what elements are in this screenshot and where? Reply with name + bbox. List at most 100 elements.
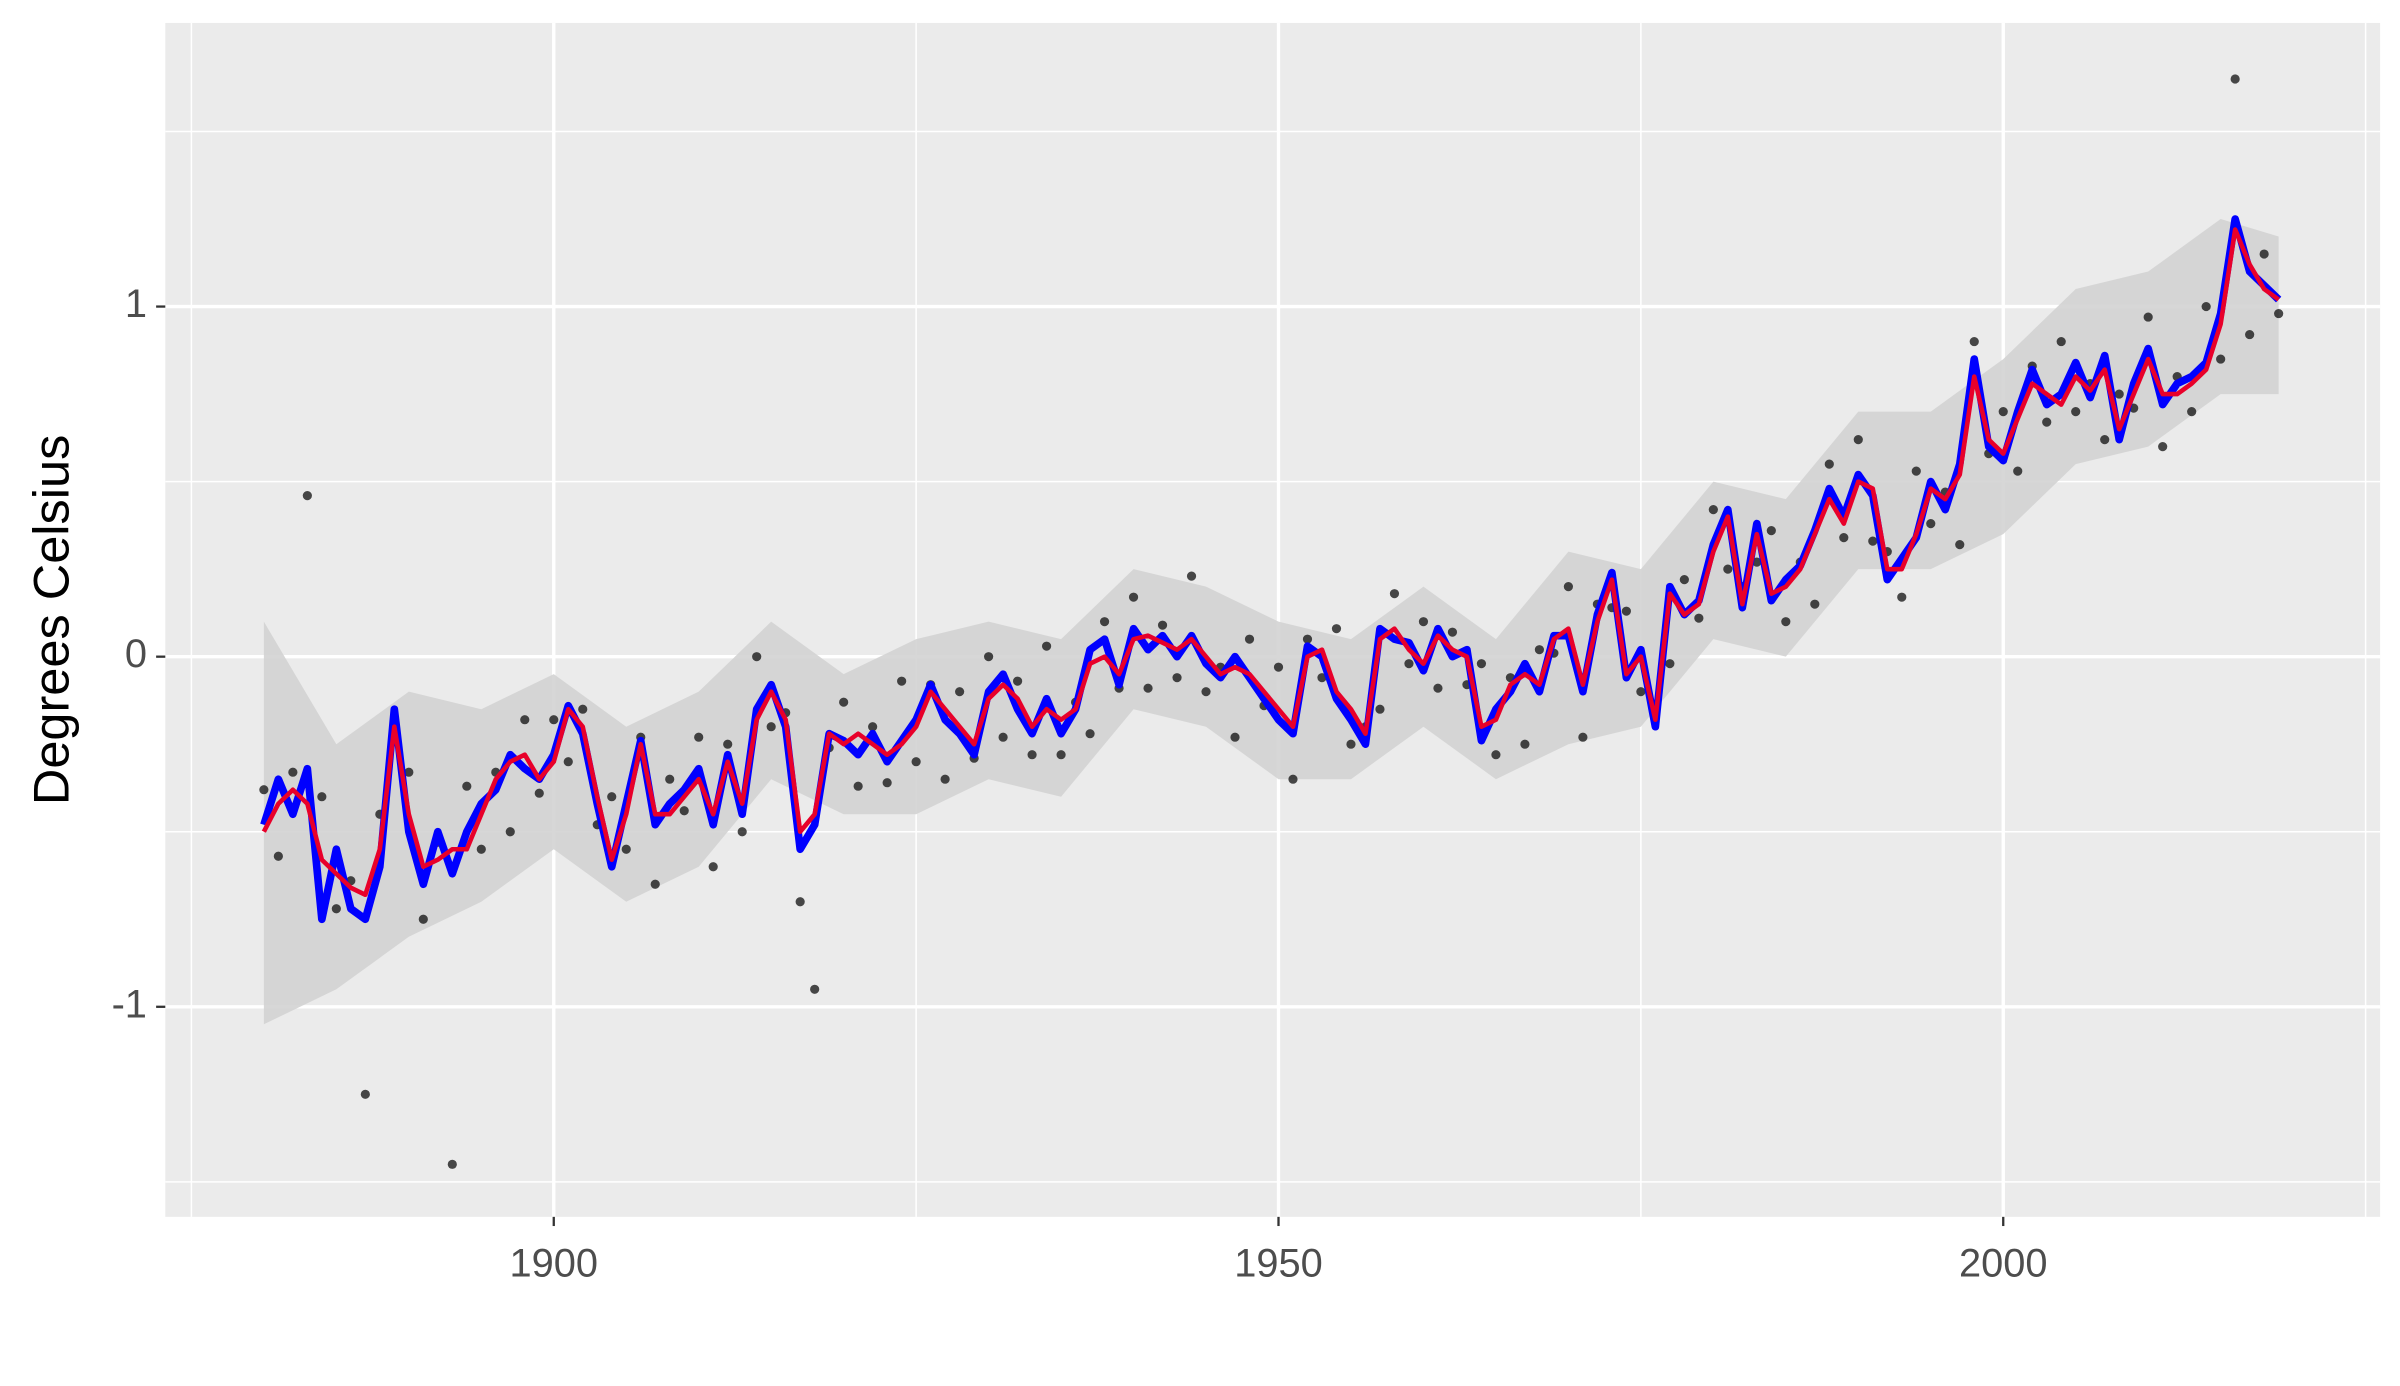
data-point <box>1056 750 1066 760</box>
data-point <box>404 767 414 777</box>
data-point <box>882 778 892 788</box>
data-point <box>665 774 675 784</box>
data-point <box>1897 592 1907 602</box>
data-point <box>563 757 573 767</box>
data-point <box>331 904 341 914</box>
data-point <box>302 491 312 501</box>
data-point <box>1418 617 1429 627</box>
data-point <box>1578 732 1588 742</box>
data-point <box>1172 673 1182 683</box>
data-point <box>1781 617 1791 627</box>
data-point <box>2187 407 2197 417</box>
data-point <box>1636 687 1646 697</box>
data-point <box>1157 620 1168 630</box>
data-point <box>998 732 1008 742</box>
data-point <box>1404 659 1414 669</box>
data-point <box>940 774 950 784</box>
data-point <box>1099 617 1110 627</box>
data-point <box>911 757 921 767</box>
data-point <box>1143 683 1153 693</box>
data-point <box>694 732 704 742</box>
data-point <box>273 851 283 861</box>
data-point <box>1389 589 1400 599</box>
x-tick-label: 2000 <box>1959 1241 2048 1285</box>
data-point <box>810 984 820 994</box>
data-point <box>2274 308 2284 319</box>
data-point <box>2230 74 2240 84</box>
data-point <box>2201 301 2211 312</box>
data-point <box>1665 659 1675 669</box>
data-point <box>2158 442 2168 452</box>
data-point <box>737 827 747 837</box>
data-point <box>1201 687 1211 697</box>
data-point <box>1998 407 2008 417</box>
data-point <box>447 1159 457 1169</box>
data-point <box>1331 624 1342 634</box>
data-point <box>1288 774 1298 784</box>
data-point <box>1752 557 1762 567</box>
confidence-ribbon <box>263 219 2279 1025</box>
data-point <box>2216 354 2226 364</box>
data-point <box>2013 466 2023 476</box>
data-point <box>2042 417 2052 427</box>
data-point <box>766 722 776 732</box>
data-point <box>1694 613 1704 623</box>
data-point <box>2245 329 2255 340</box>
data-point <box>723 739 733 749</box>
data-point <box>650 879 660 889</box>
data-point <box>752 652 762 662</box>
data-point <box>1708 505 1718 515</box>
data-point <box>1926 519 1936 529</box>
data-point <box>2100 435 2110 445</box>
data-point <box>1911 466 1921 476</box>
data-point <box>795 897 805 907</box>
data-point <box>1244 634 1255 644</box>
data-point <box>360 1089 370 1099</box>
data-point <box>1491 750 1501 760</box>
x-tick-label: 1950 <box>1234 1241 1323 1285</box>
data-point <box>1085 729 1095 739</box>
data-point <box>317 792 327 802</box>
data-point <box>621 844 631 854</box>
data-point <box>1520 739 1530 749</box>
data-point <box>2143 312 2153 322</box>
data-point <box>1853 435 1863 445</box>
data-point <box>2071 407 2081 417</box>
data-point <box>259 785 269 795</box>
data-point <box>607 792 617 802</box>
y-tick-label: -1 <box>112 982 147 1026</box>
data-point <box>1955 540 1965 550</box>
data-point <box>476 844 486 854</box>
data-point <box>897 676 907 686</box>
data-point <box>1317 673 1327 683</box>
y-tick-label: 0 <box>125 632 147 676</box>
data-point <box>1969 336 1979 347</box>
data-point <box>1824 459 1834 469</box>
data-point <box>1723 564 1733 574</box>
data-point <box>462 781 472 791</box>
data-point <box>1041 641 1052 651</box>
data-point <box>2056 336 2066 347</box>
data-point <box>1679 575 1689 585</box>
data-point <box>1230 732 1240 742</box>
data-point <box>839 697 849 707</box>
data-point <box>1810 599 1820 609</box>
data-point <box>578 704 588 714</box>
data-point <box>1433 683 1443 693</box>
data-point <box>1027 750 1037 760</box>
data-point <box>1868 536 1878 546</box>
data-point <box>1302 634 1313 644</box>
data-point <box>1375 704 1385 714</box>
data-point <box>1346 739 1356 749</box>
data-point <box>520 715 530 725</box>
y-tick-label: 1 <box>125 282 147 326</box>
data-point <box>1013 676 1023 686</box>
data-point <box>505 827 515 837</box>
data-point <box>1534 645 1544 655</box>
data-point <box>1273 662 1284 672</box>
data-point <box>868 722 878 732</box>
data-point <box>955 687 965 697</box>
y-axis-label: Degrees Celsius <box>22 435 79 806</box>
